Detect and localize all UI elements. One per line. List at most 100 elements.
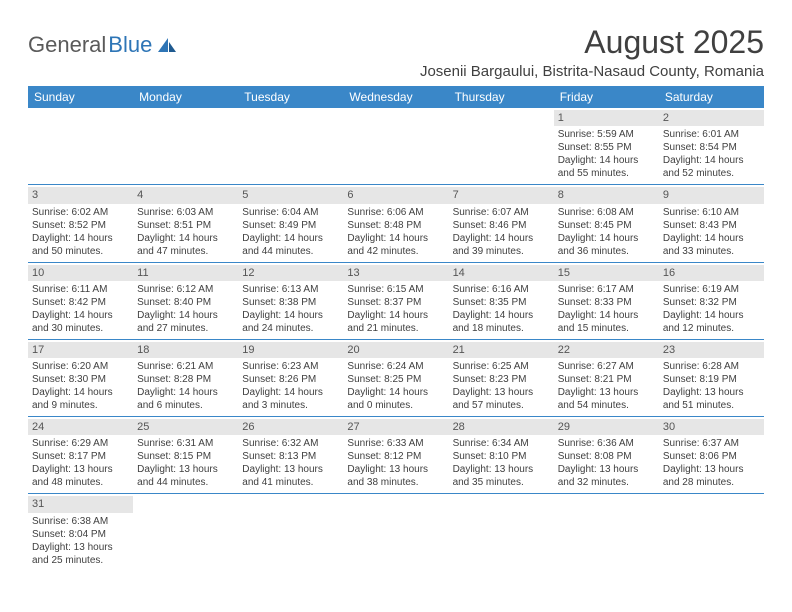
cell-sunset: Sunset: 8:26 PM [242, 373, 339, 386]
calendar-cell: 1Sunrise: 5:59 AMSunset: 8:55 PMDaylight… [554, 108, 659, 185]
day-number: 30 [659, 419, 764, 435]
cell-sunrise: Sunrise: 6:31 AM [137, 437, 234, 450]
calendar-cell [449, 108, 554, 185]
cell-dl2: and 3 minutes. [242, 399, 339, 412]
cell-dl2: and 32 minutes. [558, 476, 655, 489]
cell-sunset: Sunset: 8:10 PM [453, 450, 550, 463]
calendar-cell: 2Sunrise: 6:01 AMSunset: 8:54 PMDaylight… [659, 108, 764, 185]
cell-dl1: Daylight: 13 hours [242, 463, 339, 476]
cell-sunrise: Sunrise: 5:59 AM [558, 128, 655, 141]
cell-sunrise: Sunrise: 6:11 AM [32, 283, 129, 296]
cell-sunset: Sunset: 8:43 PM [663, 219, 760, 232]
cell-dl2: and 0 minutes. [347, 399, 444, 412]
cell-sunrise: Sunrise: 6:36 AM [558, 437, 655, 450]
cell-dl1: Daylight: 13 hours [558, 386, 655, 399]
cell-dl2: and 51 minutes. [663, 399, 760, 412]
calendar-cell: 4Sunrise: 6:03 AMSunset: 8:51 PMDaylight… [133, 185, 238, 262]
cell-sunset: Sunset: 8:06 PM [663, 450, 760, 463]
cell-sunset: Sunset: 8:35 PM [453, 296, 550, 309]
day-number: 9 [659, 187, 764, 203]
weekday-header: Friday [554, 86, 659, 108]
cell-dl2: and 50 minutes. [32, 245, 129, 258]
calendar-cell: 26 Sunrise: 6:32 AMSunset: 8:13 PMDayligh… [238, 417, 343, 494]
cell-dl1: Daylight: 13 hours [347, 463, 444, 476]
calendar-row: 1Sunrise: 5:59 AMSunset: 8:55 PMDaylight… [28, 108, 764, 185]
day-number: 27 [343, 419, 448, 435]
day-number: 8 [554, 187, 659, 203]
calendar-cell [343, 494, 448, 571]
cell-sunrise: Sunrise: 6:28 AM [663, 360, 760, 373]
cell-dl2: and 18 minutes. [453, 322, 550, 335]
cell-dl1: Daylight: 13 hours [453, 463, 550, 476]
cell-sunset: Sunset: 8:40 PM [137, 296, 234, 309]
cell-dl1: Daylight: 14 hours [242, 386, 339, 399]
cell-dl1: Daylight: 14 hours [347, 386, 444, 399]
cell-dl1: Daylight: 14 hours [663, 154, 760, 167]
cell-sunrise: Sunrise: 6:06 AM [347, 206, 444, 219]
calendar-cell: 31Sunrise: 6:38 AMSunset: 8:04 PMDayligh… [28, 494, 133, 571]
day-number: 10 [28, 265, 133, 281]
cell-sunrise: Sunrise: 6:21 AM [137, 360, 234, 373]
cell-sunrise: Sunrise: 6:38 AM [32, 515, 129, 528]
cell-sunrise: Sunrise: 6:37 AM [663, 437, 760, 450]
calendar-cell: 13Sunrise: 6:15 AMSunset: 8:37 PMDayligh… [343, 262, 448, 339]
cell-sunrise: Sunrise: 6:08 AM [558, 206, 655, 219]
cell-dl1: Daylight: 14 hours [137, 386, 234, 399]
cell-sunset: Sunset: 8:28 PM [137, 373, 234, 386]
header: GeneralBlue August 2025 Josenii Bargaulu… [28, 24, 764, 80]
cell-dl2: and 39 minutes. [453, 245, 550, 258]
day-number: 31 [28, 496, 133, 512]
cell-dl2: and 12 minutes. [663, 322, 760, 335]
cell-dl2: and 9 minutes. [32, 399, 129, 412]
calendar-cell: 22Sunrise: 6:27 AMSunset: 8:21 PMDayligh… [554, 339, 659, 416]
calendar-cell: 24Sunrise: 6:29 AMSunset: 8:17 PMDayligh… [28, 417, 133, 494]
calendar-row: 17Sunrise: 6:20 AMSunset: 8:30 PMDayligh… [28, 339, 764, 416]
cell-sunset: Sunset: 8:04 PM [32, 528, 129, 541]
cell-sunset: Sunset: 8:23 PM [453, 373, 550, 386]
cell-dl2: and 24 minutes. [242, 322, 339, 335]
cell-dl1: Daylight: 14 hours [558, 309, 655, 322]
cell-sunrise: Sunrise: 6:01 AM [663, 128, 760, 141]
month-title: August 2025 [420, 24, 764, 61]
cell-dl2: and 38 minutes. [347, 476, 444, 489]
cell-sunrise: Sunrise: 6:25 AM [453, 360, 550, 373]
cell-sunrise: Sunrise: 6:15 AM [347, 283, 444, 296]
title-block: August 2025 Josenii Bargaului, Bistrita-… [420, 24, 764, 80]
cell-sunset: Sunset: 8:13 PM [242, 450, 339, 463]
cell-sunrise: Sunrise: 6:12 AM [137, 283, 234, 296]
day-number: 25 [133, 419, 238, 435]
cell-dl1: Daylight: 14 hours [32, 232, 129, 245]
day-number: 20 [343, 342, 448, 358]
cell-dl1: Daylight: 14 hours [558, 232, 655, 245]
calendar-row: 3Sunrise: 6:02 AMSunset: 8:52 PMDaylight… [28, 185, 764, 262]
cell-sunrise: Sunrise: 6:13 AM [242, 283, 339, 296]
cell-dl1: Daylight: 13 hours [663, 386, 760, 399]
cell-sunset: Sunset: 8:30 PM [32, 373, 129, 386]
cell-dl1: Daylight: 14 hours [453, 309, 550, 322]
calendar-cell: 14Sunrise: 6:16 AMSunset: 8:35 PMDayligh… [449, 262, 554, 339]
cell-sunrise: Sunrise: 6:24 AM [347, 360, 444, 373]
calendar-cell: 16Sunrise: 6:19 AMSunset: 8:32 PMDayligh… [659, 262, 764, 339]
day-number: 19 [238, 342, 343, 358]
day-number: 21 [449, 342, 554, 358]
cell-sunrise: Sunrise: 6:17 AM [558, 283, 655, 296]
calendar-cell: 28Sunrise: 6:34 AMSunset: 8:10 PMDayligh… [449, 417, 554, 494]
cell-sunset: Sunset: 8:17 PM [32, 450, 129, 463]
cell-dl1: Daylight: 14 hours [137, 232, 234, 245]
cell-sunrise: Sunrise: 6:29 AM [32, 437, 129, 450]
cell-dl1: Daylight: 14 hours [558, 154, 655, 167]
calendar-cell: 7Sunrise: 6:07 AMSunset: 8:46 PMDaylight… [449, 185, 554, 262]
day-number: 26 [238, 419, 343, 435]
cell-sunrise: Sunrise: 6:23 AM [242, 360, 339, 373]
cell-sunset: Sunset: 8:33 PM [558, 296, 655, 309]
calendar-cell: 20Sunrise: 6:24 AMSunset: 8:25 PMDayligh… [343, 339, 448, 416]
day-number: 1 [554, 110, 659, 126]
cell-dl2: and 44 minutes. [242, 245, 339, 258]
cell-sunrise: Sunrise: 6:32 AM [242, 437, 339, 450]
cell-sunset: Sunset: 8:32 PM [663, 296, 760, 309]
day-number: 5 [238, 187, 343, 203]
calendar-cell: 12Sunrise: 6:13 AMSunset: 8:38 PMDayligh… [238, 262, 343, 339]
cell-dl1: Daylight: 14 hours [32, 309, 129, 322]
calendar-cell: 25Sunrise: 6:31 AMSunset: 8:15 PMDayligh… [133, 417, 238, 494]
cell-dl2: and 57 minutes. [453, 399, 550, 412]
